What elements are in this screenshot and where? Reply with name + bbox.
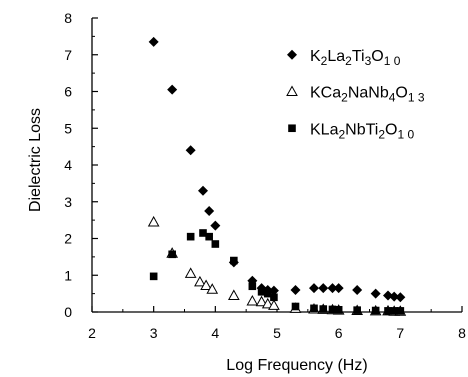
legend-text-part: O — [395, 85, 407, 102]
data-point — [353, 306, 361, 314]
legend-text-part: O — [371, 48, 383, 65]
data-point — [261, 297, 274, 309]
data-point — [270, 293, 278, 302]
data-point — [198, 185, 208, 196]
data-point — [384, 307, 392, 315]
data-point — [328, 305, 337, 314]
data-point — [167, 84, 178, 95]
x-tick-label: 3 — [150, 325, 158, 341]
data-point — [268, 299, 280, 310]
data-point — [200, 279, 212, 291]
legend-marker — [286, 85, 298, 96]
legend-subscript: 2 — [378, 127, 385, 141]
data-marks — [147, 36, 407, 316]
data-point — [327, 283, 338, 294]
legend-text-part: K — [310, 48, 321, 65]
legend-subscript: 1 3 — [408, 91, 425, 105]
data-point — [334, 305, 343, 314]
legend-text-part: NaNb — [348, 85, 389, 102]
legend-marker — [288, 124, 296, 133]
data-point — [370, 288, 381, 299]
series-0 — [148, 36, 406, 303]
legend-text-part: Ti — [352, 48, 365, 65]
data-point — [371, 306, 380, 315]
y-tick-label: 3 — [64, 194, 72, 210]
data-point — [389, 291, 400, 302]
data-point — [246, 294, 259, 306]
legend-subscript: 4 — [389, 91, 396, 105]
data-point — [227, 289, 240, 300]
data-point — [148, 36, 159, 47]
data-point — [352, 284, 363, 295]
legend-subscript: 3 — [365, 54, 372, 68]
legend-text-part: KCa — [310, 85, 341, 102]
x-tick-label: 4 — [211, 325, 219, 341]
x-tick-label: 8 — [458, 325, 466, 341]
legend-subscript: 2 — [345, 54, 352, 68]
data-point — [230, 256, 238, 265]
y-tick-label: 0 — [64, 304, 72, 320]
x-tick-label: 2 — [88, 325, 96, 341]
data-point — [194, 275, 206, 287]
data-point — [184, 267, 197, 278]
data-point — [211, 240, 220, 248]
legend-label: KLa2NbTi2O1 0 — [310, 121, 414, 141]
data-point — [395, 292, 406, 303]
data-point — [186, 232, 195, 241]
data-point — [263, 289, 272, 298]
y-axis-label: Dielectric Loss — [27, 108, 44, 212]
data-point — [185, 145, 196, 156]
legend-subscript: 2 — [338, 127, 345, 141]
y-tick-label: 2 — [64, 231, 72, 247]
series-2 — [149, 229, 405, 315]
legend-text-part: KLa — [310, 121, 339, 138]
x-tick-label: 7 — [396, 325, 404, 341]
data-point — [309, 283, 319, 294]
data-point — [333, 283, 344, 294]
legend-text-part: O — [385, 121, 397, 138]
data-point — [206, 283, 219, 294]
data-point — [383, 290, 393, 301]
legend-subscript: 2 — [341, 91, 348, 105]
data-point — [199, 229, 207, 237]
y-tick-label: 8 — [64, 10, 72, 26]
data-point — [147, 215, 160, 227]
x-tick-label: 6 — [335, 325, 343, 341]
data-point — [210, 220, 221, 231]
data-point — [310, 304, 318, 313]
data-point — [255, 295, 268, 307]
y-tick-label: 6 — [64, 84, 72, 100]
data-point — [396, 307, 405, 315]
data-point — [390, 307, 398, 315]
data-point — [318, 283, 329, 294]
data-point — [257, 287, 266, 296]
data-point — [290, 284, 301, 295]
data-point — [291, 302, 300, 311]
legend-subscript: 1 0 — [397, 127, 414, 141]
legend-text-part: NbTi — [345, 121, 378, 138]
x-axis-label: Log Frequency (Hz) — [226, 357, 367, 374]
legend-marker — [287, 49, 297, 60]
y-tick-label: 4 — [64, 157, 72, 173]
y-tick-label: 7 — [64, 47, 72, 63]
x-tick-label: 5 — [273, 325, 281, 341]
legend-label: KCa2NaNb4O1 3 — [310, 85, 425, 105]
data-point — [149, 272, 158, 281]
axes — [91, 18, 462, 313]
legend-subscript: 2 — [321, 54, 328, 68]
y-tick-label: 5 — [64, 120, 72, 136]
data-point — [319, 305, 328, 313]
data-point — [205, 232, 213, 241]
legend-text-part: La — [327, 48, 345, 65]
data-point — [168, 250, 176, 259]
data-point — [204, 205, 215, 216]
legend-subscript: 1 0 — [384, 54, 401, 68]
data-point — [248, 282, 257, 291]
y-tick-label: 1 — [64, 267, 72, 283]
legend-label: K2La2Ti3O1 0 — [310, 48, 401, 68]
